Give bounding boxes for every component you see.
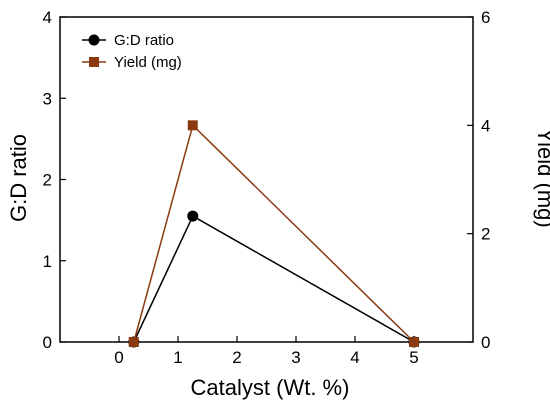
series-line-2 <box>133 123 415 343</box>
legend-label: G:D ratio <box>114 32 174 49</box>
y2-tick-label: 4 <box>481 116 490 135</box>
legend-marker <box>88 34 100 46</box>
y-tick-label: 0 <box>43 333 52 352</box>
x-axis-title: Catalyst (Wt. %) <box>191 375 350 400</box>
x-tick-label: 0 <box>114 348 123 367</box>
y-tick-label: 1 <box>43 252 52 271</box>
legend-marker <box>89 57 99 67</box>
y2-axis-title: Yield (mg) <box>533 128 550 227</box>
series-layer <box>128 120 420 348</box>
y-tick-label: 3 <box>43 89 52 108</box>
x-tick-label: 1 <box>173 348 182 367</box>
legend: G:D ratio Yield (mg) <box>82 32 182 71</box>
y2-tick-label: 2 <box>481 225 490 244</box>
legend-label: Yield (mg) <box>114 54 182 71</box>
series-line-1 <box>133 215 415 343</box>
y-tick-label: 4 <box>43 8 52 27</box>
y2-tick-label: 6 <box>481 8 490 27</box>
x-tick-label: 4 <box>350 348 359 367</box>
axis-ticks: 0 1 2 3 4 5 0 1 2 3 4 0 2 4 6 <box>43 8 491 367</box>
data-point <box>409 337 419 347</box>
y-axis-title: G:D ratio <box>6 134 31 222</box>
x-tick-label: 5 <box>409 348 418 367</box>
x-tick-label: 2 <box>232 348 241 367</box>
y2-tick-label: 0 <box>481 333 490 352</box>
data-point <box>187 120 198 131</box>
x-tick-label: 3 <box>291 348 300 367</box>
data-point <box>187 210 199 222</box>
data-point <box>128 337 139 347</box>
y-tick-label: 2 <box>43 171 52 190</box>
